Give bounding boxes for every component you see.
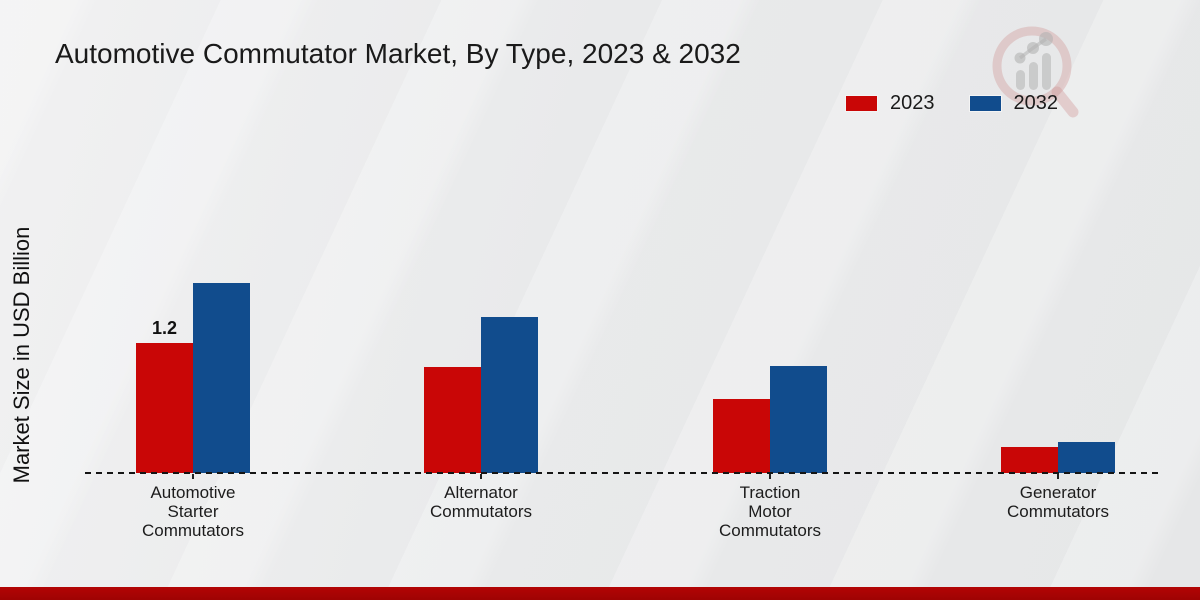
x-axis-tick-traction-motor-commutators	[769, 474, 771, 479]
bar-value-label-2023-automotive-starter-commutators: 1.2	[151, 318, 178, 338]
bar-2023-traction-motor-commutators	[713, 399, 770, 473]
legend-item-2032: 2032	[968, 92, 1059, 115]
category-label-automotive-starter-commutators: Automotive Starter Commutators	[141, 483, 245, 540]
legend-item-2023: 2023	[845, 92, 935, 115]
bar-2023-alternator-commutators	[424, 367, 481, 473]
bar-2032-automotive-starter-commutators	[193, 283, 250, 473]
legend-swatch-2023	[845, 95, 878, 112]
legend-label-2023: 2023	[890, 92, 935, 114]
bar-2032-generator-commutators	[1058, 442, 1115, 473]
legend-swatch-2032	[968, 95, 1002, 112]
legend-label-2032: 2032	[1013, 92, 1059, 114]
bar-2032-alternator-commutators	[481, 317, 538, 473]
x-axis-baseline	[85, 472, 1163, 474]
chart-title: Automotive Commutator Market, By Type, 2…	[55, 38, 741, 69]
x-axis-tick-automotive-starter-commutators	[192, 474, 194, 479]
bar-2023-generator-commutators	[1001, 447, 1058, 473]
category-label-traction-motor-commutators: Traction Motor Commutators	[718, 483, 822, 540]
x-axis-tick-alternator-commutators	[480, 474, 482, 479]
magnifier-growth-chart-logo-icon	[992, 26, 1079, 118]
category-label-alternator-commutators: Alternator Commutators	[429, 483, 533, 521]
legend: 2023 2032	[845, 92, 1058, 115]
footer-band	[0, 587, 1200, 600]
bar-2023-automotive-starter-commutators	[136, 343, 193, 473]
bar-2032-traction-motor-commutators	[770, 366, 827, 473]
x-axis-tick-generator-commutators	[1057, 474, 1059, 479]
category-label-generator-commutators: Generator Commutators	[1006, 483, 1110, 521]
